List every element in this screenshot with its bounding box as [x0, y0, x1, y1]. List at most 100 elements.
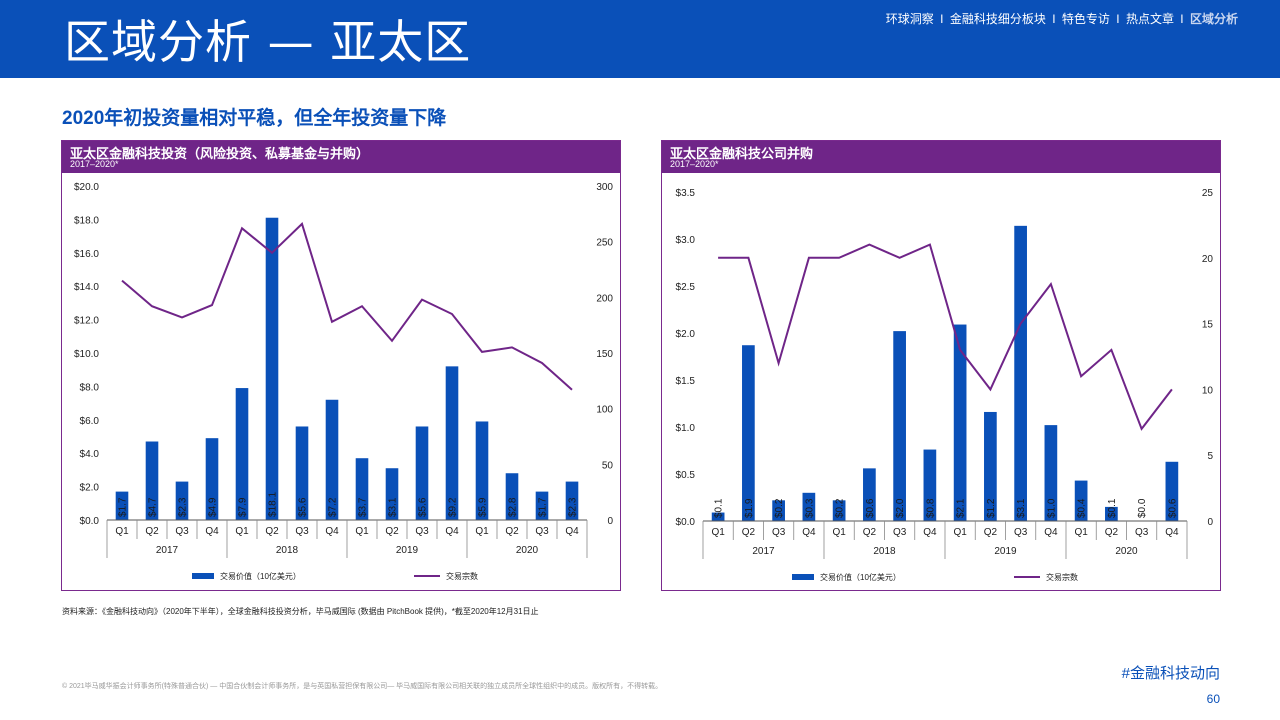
x-tick-label: Q4 [445, 526, 459, 537]
y-tick-label-right: 25 [1202, 188, 1214, 199]
bar [742, 345, 755, 521]
x-tick-label: Q4 [325, 526, 339, 537]
nav-item-interviews[interactable]: 特色专访 [1061, 12, 1110, 26]
bar-value-label: $2.8 [508, 497, 519, 517]
bar [802, 492, 816, 521]
nav-item-global-insights[interactable]: 环球洞察 [885, 12, 934, 26]
investment-chart: $0.0 $2.0 $4.0 $6.0 $8.0 $10.0 $12.0 $14.0 $16.0… [74, 182, 614, 581]
bar [1044, 425, 1058, 521]
x-year-label: 2018 [276, 545, 299, 556]
y-tick-label-right: 200 [596, 293, 613, 304]
x-tick-label: Q2 [385, 526, 399, 537]
bar-value-label: $2.3 [178, 497, 189, 517]
x-tick-label: Q1 [355, 526, 369, 537]
bar-value-label: $3.7 [358, 497, 369, 517]
y-tick-label-left: $20.0 [74, 182, 99, 193]
x-tick-label: Q2 [265, 526, 279, 537]
y-tick-label-right: 50 [602, 460, 614, 471]
legend-bar-swatch [192, 573, 214, 579]
bar [1105, 506, 1118, 521]
y-tick-label-left: $2.0 [676, 329, 696, 340]
bar-value-label: $1.7 [538, 497, 549, 517]
y-tick-label-left: $6.0 [80, 416, 100, 427]
page-number: 60 [1206, 692, 1220, 706]
bar [445, 366, 459, 520]
chart-subtitle: 2017–2020* [670, 159, 719, 169]
x-year-label: 2019 [396, 545, 419, 556]
bar [953, 324, 967, 521]
nav-item-regional-analysis[interactable]: 区域分析 [1189, 12, 1238, 26]
page-title: 区域分析 — 亚太区 [64, 15, 472, 69]
copyright-note: © 2021毕马威华振会计师事务所(特殊普通合伙) — 中国合伙制会计师事务所，… [62, 683, 663, 690]
bar [175, 481, 189, 520]
x-tick-label: Q3 [415, 526, 429, 537]
bar [505, 473, 519, 520]
y-tick-label-left: $3.5 [676, 188, 696, 199]
bar-value-label: $0.4 [1077, 498, 1088, 518]
top-nav: 环球洞察 I 金融科技细分板块 I 特色专访 I 热点文章 I 区域分析 [886, 10, 1238, 27]
chart-header: 亚太区金融科技公司并购 2017–2020* [662, 141, 1220, 173]
bar [385, 468, 399, 520]
x-tick-label: Q4 [1044, 527, 1058, 538]
y-tick-label-right: 0 [1207, 517, 1213, 528]
x-tick-label: Q1 [711, 527, 725, 538]
source-note: 资料来源：《金融科技动向》（2020年下半年），全球金融科技投资分析，毕马威国际… [62, 607, 539, 616]
y-tick-label-left: $18.0 [74, 215, 99, 226]
y-tick-label-right: 20 [1202, 254, 1214, 265]
x-tick-label: Q4 [923, 527, 937, 538]
bar-value-label: $0.1 [1107, 498, 1118, 518]
y-tick-label-right: 300 [596, 182, 613, 193]
nav-item-articles[interactable]: 热点文章 [1125, 12, 1174, 26]
bar [355, 458, 369, 520]
bar-value-label: $4.9 [208, 497, 219, 517]
nav-separator: I [1116, 12, 1120, 26]
bar-value-label: $5.6 [418, 497, 429, 517]
x-tick-label: Q1 [115, 526, 129, 537]
bar [535, 491, 549, 520]
x-tick-label: Q4 [205, 526, 219, 537]
nav-separator: I [1180, 12, 1184, 26]
legend-line-label: 交易宗数 [1046, 572, 1078, 582]
bar [265, 217, 279, 521]
x-year-label: 2017 [156, 545, 179, 556]
bar [1014, 225, 1027, 521]
bar-value-label: $0.8 [925, 498, 936, 518]
x-tick-label: Q1 [235, 526, 249, 537]
x-tick-label: Q3 [1014, 527, 1028, 538]
y-tick-label-left: $14.0 [74, 282, 99, 293]
x-year-label: 2020 [1115, 546, 1138, 557]
deal-count-line [121, 222, 573, 391]
bar-value-label: $1.2 [986, 498, 997, 518]
bar-value-label: $1.0 [1046, 498, 1057, 518]
y-tick-label-left: $8.0 [80, 382, 100, 393]
y-tick-label-right: 10 [1202, 385, 1214, 396]
chart-title: 亚太区金融科技投资（风险投资、私募基金与并购） [70, 146, 370, 161]
hashtag-link[interactable]: #金融科技动向 [1121, 665, 1220, 682]
x-tick-label: Q3 [295, 526, 309, 537]
y-tick-label-right: 150 [596, 349, 613, 360]
y-tick-label-left: $2.5 [676, 282, 696, 293]
y-tick-label-left: $0.5 [676, 470, 696, 481]
bar [115, 491, 129, 520]
bar [415, 426, 429, 520]
x-tick-label: Q2 [863, 527, 877, 538]
y-tick-label-right: 15 [1202, 320, 1214, 331]
bar-value-label: $0.0 [1137, 498, 1148, 518]
bar-value-label: $0.6 [865, 498, 876, 518]
x-year-label: 2017 [752, 546, 775, 557]
nav-item-fintech-sectors[interactable]: 金融科技细分板块 [949, 12, 1046, 26]
bar-value-label: $9.2 [448, 497, 459, 517]
bar-value-label: $1.7 [118, 497, 129, 517]
bar-value-label: $0.6 [1167, 498, 1178, 518]
x-tick-label: Q4 [565, 526, 579, 537]
x-tick-label: Q2 [145, 526, 159, 537]
x-tick-label: Q2 [1105, 527, 1119, 538]
nav-separator: I [1052, 12, 1056, 26]
y-tick-label-right: 250 [596, 238, 613, 249]
y-tick-label-right: 5 [1207, 451, 1213, 462]
y-tick-label-right: 100 [596, 405, 613, 416]
y-tick-label-left: $0.0 [80, 516, 100, 527]
section-subtitle: 2020年初投资量相对平稳，但全年投资量下降 [62, 108, 447, 129]
bar-value-label: $18.1 [268, 492, 279, 517]
x-tick-label: Q3 [893, 527, 907, 538]
